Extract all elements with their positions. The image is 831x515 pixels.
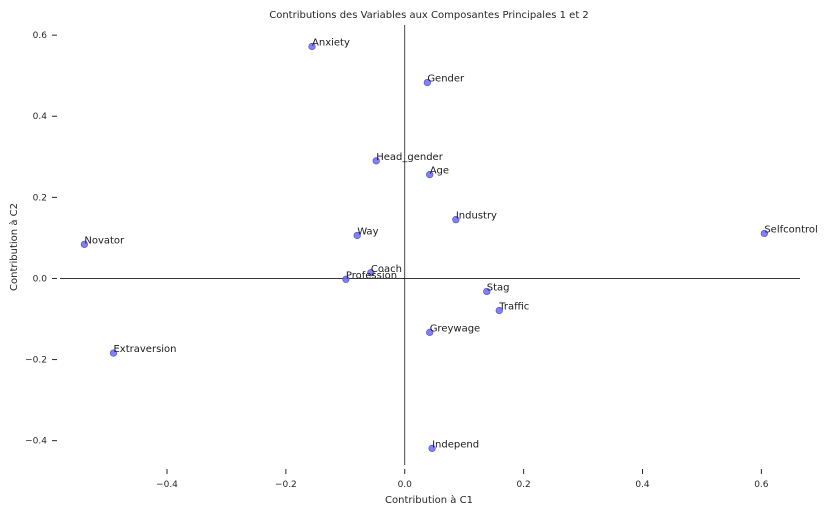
y-tick-label: 0.4 xyxy=(33,112,48,122)
data-point xyxy=(495,306,503,315)
x-tick-label: −0.2 xyxy=(275,480,297,490)
data-point xyxy=(483,287,491,296)
data-point xyxy=(342,275,350,283)
data-point xyxy=(423,78,431,87)
y-tick-label: −0.2 xyxy=(25,356,47,366)
data-point xyxy=(109,349,118,357)
x-tick-label: 0.0 xyxy=(398,480,413,490)
point-label: Coach xyxy=(371,264,402,275)
x-tick-label: 0.4 xyxy=(635,480,650,490)
y-tick-label: −0.4 xyxy=(25,437,47,447)
x-tick-label: 0.2 xyxy=(516,480,530,490)
point-label: Novator xyxy=(84,235,125,246)
data-point xyxy=(428,444,436,452)
data-point xyxy=(372,157,380,165)
point-label: Profession xyxy=(346,270,397,281)
point-label: Greywage xyxy=(430,323,481,334)
y-tick-label: 0.6 xyxy=(33,31,48,41)
data-point xyxy=(452,216,460,224)
point-label: Way xyxy=(357,226,378,237)
y-tick-label: 0.2 xyxy=(33,193,47,203)
data-point xyxy=(367,269,375,277)
point-label: Industry xyxy=(456,211,497,222)
axes: −0.4 −0.2 0.0 0.2 0.4 0.6 −0.4 −0.2 0.0 0.2 0.4 0.6 xyxy=(25,25,800,490)
data-points: Anxiety Gender Head_gender Age Industry Selfc… xyxy=(80,37,818,452)
data-point xyxy=(426,171,434,179)
data-point xyxy=(80,240,88,248)
x-axis-label: Contribution à C1 xyxy=(385,494,473,506)
x-tick-label: 0.6 xyxy=(754,480,769,490)
x-tick-label: −0.4 xyxy=(156,480,178,490)
chart-title: Contributions des Variables aux Composan… xyxy=(269,10,589,21)
point-label: Gender xyxy=(427,74,465,85)
point-label: Extraversion xyxy=(113,344,176,355)
y-tick-label: 0.0 xyxy=(33,274,48,284)
point-label: Independ xyxy=(432,439,479,450)
point-label: Head_gender xyxy=(376,152,443,163)
point-label: Age xyxy=(430,166,449,177)
data-point xyxy=(760,229,768,238)
point-label: Selfcontrol xyxy=(764,224,817,235)
y-axis-label: Contribution à C2 xyxy=(8,203,20,291)
point-label: Stag xyxy=(487,282,510,293)
point-label: Traffic xyxy=(498,301,529,312)
data-point xyxy=(426,328,434,336)
point-label: Anxiety xyxy=(312,37,350,48)
data-point xyxy=(353,231,361,240)
data-point xyxy=(308,42,316,51)
